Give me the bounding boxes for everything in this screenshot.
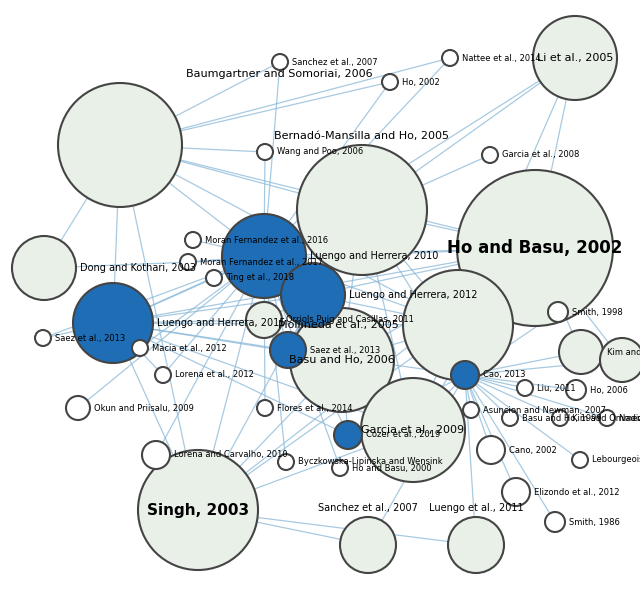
Circle shape [548,302,568,322]
Text: Garcia et al., 2009: Garcia et al., 2009 [362,425,465,435]
Text: Sanchez et al., 2007: Sanchez et al., 2007 [318,503,418,513]
Text: Macia et al., 2012: Macia et al., 2012 [152,343,227,353]
Text: Saez et al., 2013: Saez et al., 2013 [55,334,125,342]
Circle shape [206,270,222,286]
Circle shape [448,517,504,573]
Circle shape [482,147,498,163]
Text: Orriols Puig and Casillas, 2011: Orriols Puig and Casillas, 2011 [286,315,414,325]
Text: Nattee et al., 2014: Nattee et al., 2014 [462,54,541,63]
Text: Luengo et al., 2011: Luengo et al., 2011 [429,503,524,513]
Text: Dong and Kothari, 2003: Dong and Kothari, 2003 [80,263,196,273]
Text: Ho, 2002: Ho, 2002 [402,77,440,86]
Text: Luengo and Herrera, 2015: Luengo and Herrera, 2015 [157,318,285,328]
Text: Cozer et al., 2019: Cozer et al., 2019 [366,431,440,440]
Circle shape [334,421,362,449]
Circle shape [185,232,201,248]
Circle shape [12,236,76,300]
Text: Saez et al., 2013: Saez et al., 2013 [310,345,380,354]
Text: Sanchez et al., 2007: Sanchez et al., 2007 [292,57,378,66]
Text: Smith, 1986: Smith, 1986 [569,518,620,527]
Text: Baumgartner and Somoriai, 2006: Baumgartner and Somoriai, 2006 [186,69,372,79]
Text: Li et al., 2005: Li et al., 2005 [537,53,613,63]
Circle shape [451,361,479,389]
Text: Mollineda et al., 2005: Mollineda et al., 2005 [278,320,399,330]
Circle shape [552,410,568,426]
Text: Elizondo et al., 2012: Elizondo et al., 2012 [534,487,620,496]
Circle shape [132,340,148,356]
Circle shape [35,330,51,346]
Text: Asuncion and Newman, 2007: Asuncion and Newman, 2007 [483,406,606,415]
Text: Luengo and Herrera, 2012: Luengo and Herrera, 2012 [349,290,477,300]
Circle shape [257,144,273,160]
Text: Kim and Ommen, 2009: Kim and Ommen, 2009 [607,348,640,356]
Text: Ho and Basu, 2000: Ho and Basu, 2000 [352,463,431,473]
Text: Moran Fernandez et al., 2017: Moran Fernandez et al., 2017 [200,258,323,267]
Circle shape [73,283,153,363]
Circle shape [257,400,273,416]
Circle shape [463,402,479,418]
Text: Byczkowska-Lipinska and Wensink: Byczkowska-Lipinska and Wensink [298,457,443,466]
Text: Moran Fernandez et al., 2016: Moran Fernandez et al., 2016 [205,236,328,244]
Text: Ting et al., 2018: Ting et al., 2018 [226,273,294,283]
Text: Ho and Basu, 2002: Ho and Basu, 2002 [447,239,623,257]
Text: Singh, 2003: Singh, 2003 [147,502,249,518]
Text: Garcia et al., 2008: Garcia et al., 2008 [502,150,579,160]
Circle shape [278,454,294,470]
Circle shape [155,367,171,383]
Text: Basu and Ho, 2006: Basu and Ho, 2006 [289,355,395,365]
Circle shape [517,380,533,396]
Circle shape [600,338,640,382]
Text: Lorena et al., 2012: Lorena et al., 2012 [175,370,254,379]
Text: Lorena and Carvalho, 2010: Lorena and Carvalho, 2010 [174,451,287,460]
Circle shape [58,83,182,207]
Text: Basu and Ho, 1999: Basu and Ho, 1999 [522,414,602,423]
Text: Bernadó-Mansilla and Ho, 2005: Bernadó-Mansilla and Ho, 2005 [275,131,449,141]
Circle shape [477,436,505,464]
Circle shape [222,214,306,298]
Circle shape [457,170,613,326]
Circle shape [180,254,196,270]
Circle shape [272,54,288,70]
Circle shape [599,410,615,426]
Text: Cano, 2002: Cano, 2002 [509,446,557,454]
Text: Liu, 2011: Liu, 2011 [537,384,575,392]
Circle shape [442,50,458,66]
Circle shape [281,263,345,327]
Circle shape [361,378,465,482]
Text: Ho, 2006: Ho, 2006 [590,385,628,395]
Circle shape [502,478,530,506]
Text: Luengo and Herrera, 2010: Luengo and Herrera, 2010 [310,251,438,261]
Circle shape [142,441,170,469]
Circle shape [66,396,90,420]
Text: Kim and Ommen, 2006: Kim and Ommen, 2006 [572,414,640,423]
Text: Wang and Poo, 2006: Wang and Poo, 2006 [277,147,364,157]
Circle shape [340,517,396,573]
Circle shape [297,145,427,275]
Circle shape [382,74,398,90]
Text: Lebourgeois and Elgouz, 1996: Lebourgeois and Elgouz, 1996 [592,456,640,465]
Text: Okun and Priisalu, 2009: Okun and Priisalu, 2009 [94,404,194,412]
Circle shape [559,330,603,374]
Text: Flores et al., 2014: Flores et al., 2014 [277,404,353,412]
Text: Nadiz, 2019: Nadiz, 2019 [619,414,640,423]
Circle shape [138,450,258,570]
Circle shape [533,16,617,100]
Text: Smith, 1998: Smith, 1998 [572,308,623,317]
Circle shape [290,308,394,412]
Circle shape [332,460,348,476]
Circle shape [246,302,282,338]
Circle shape [572,452,588,468]
Circle shape [545,512,565,532]
Text: Cao, 2013: Cao, 2013 [483,370,525,379]
Circle shape [403,270,513,380]
Circle shape [502,410,518,426]
Circle shape [566,380,586,400]
Circle shape [270,332,306,368]
